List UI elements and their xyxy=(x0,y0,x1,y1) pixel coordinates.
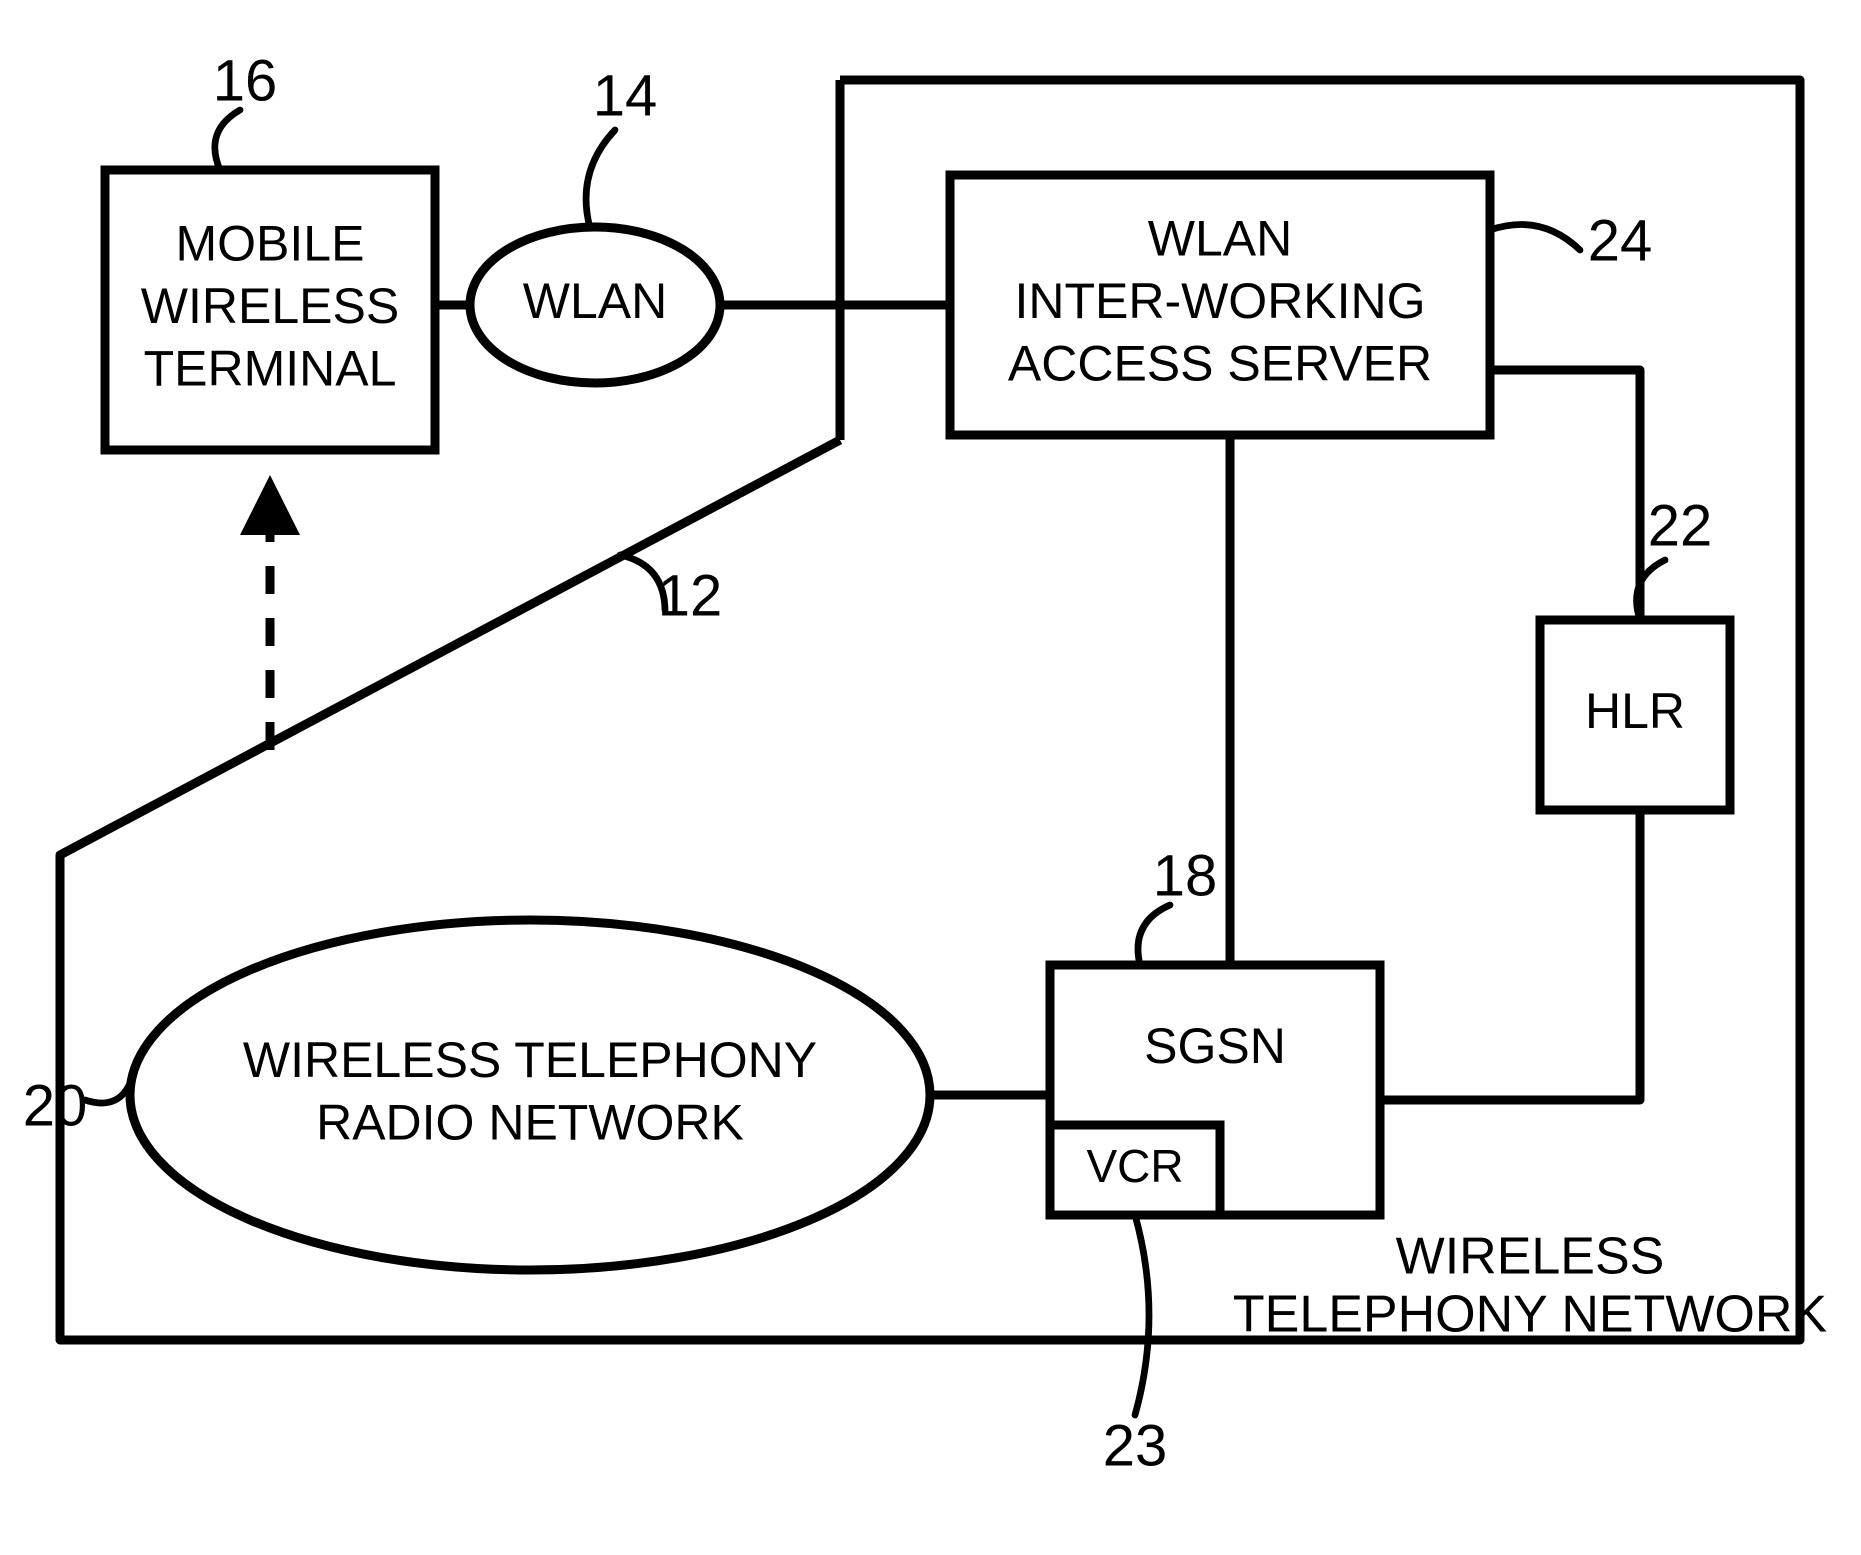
node-radio_net: WIRELESS TELEPHONY RADIO NETWORK xyxy=(130,920,930,1270)
radio_net-label-0: WIRELESS TELEPHONY xyxy=(243,1032,817,1088)
ref-24: 24 xyxy=(1490,208,1652,273)
radio_net-label-1: RADIO NETWORK xyxy=(316,1094,744,1150)
sgsn-label-0: SGSN xyxy=(1144,1018,1286,1074)
svg-text:TELEPHONY NETWORK: TELEPHONY NETWORK xyxy=(1233,1286,1828,1344)
telephony-network-label: WIRELESSTELEPHONY NETWORK xyxy=(1233,1228,1828,1344)
wlan-label-0: WLAN xyxy=(523,273,667,329)
node-access_server: WLAN INTER-WORKING ACCESS SERVER xyxy=(950,175,1490,435)
ref-num-16: 16 xyxy=(213,48,278,113)
node-wlan: WLAN xyxy=(470,227,720,383)
terminal-label-0: MOBILE xyxy=(176,216,365,272)
ref-leader-24 xyxy=(1490,225,1580,250)
access_server-label-0: WLAN xyxy=(1148,211,1292,267)
terminal-label-1: WIRELESS xyxy=(141,278,399,334)
access_server-label-1: INTER-WORKING xyxy=(1014,273,1425,329)
node-vcr: VCR xyxy=(1050,1125,1220,1215)
edge-sgsn-hlr xyxy=(1380,810,1640,1100)
ref-num-18: 18 xyxy=(1153,843,1218,908)
svg-text:WIRELESS: WIRELESS xyxy=(1396,1228,1665,1286)
access_server-label-2: ACCESS SERVER xyxy=(1008,336,1432,392)
vcr-label-0: VCR xyxy=(1086,1140,1183,1192)
ref-leader-18 xyxy=(1138,905,1170,965)
ref-num-24: 24 xyxy=(1588,208,1653,273)
ref-18: 18 xyxy=(1138,843,1217,965)
ref-12: 12 xyxy=(620,555,722,628)
ref-num-14: 14 xyxy=(593,63,658,128)
ref-22: 22 xyxy=(1637,493,1713,620)
ref-num-12: 12 xyxy=(658,563,723,628)
ref-num-20: 20 xyxy=(23,1073,88,1138)
ref-23: 23 xyxy=(1103,1215,1168,1478)
node-terminal: MOBILE WIRELESS TERMINAL xyxy=(105,170,435,450)
ref-num-22: 22 xyxy=(1648,493,1713,558)
ref-leader-14 xyxy=(586,130,615,228)
ref-20: 20 xyxy=(23,1073,133,1138)
ref-16: 16 xyxy=(213,48,278,170)
ref-leader-23 xyxy=(1135,1215,1149,1415)
terminal-label-2: TERMINAL xyxy=(144,341,397,397)
ref-14: 14 xyxy=(586,63,657,228)
hlr-label-0: HLR xyxy=(1585,683,1685,739)
node-hlr: HLR xyxy=(1540,620,1730,810)
ref-leader-16 xyxy=(215,110,240,170)
ref-num-23: 23 xyxy=(1103,1413,1168,1478)
edge-access_server-hlr xyxy=(1490,370,1640,620)
